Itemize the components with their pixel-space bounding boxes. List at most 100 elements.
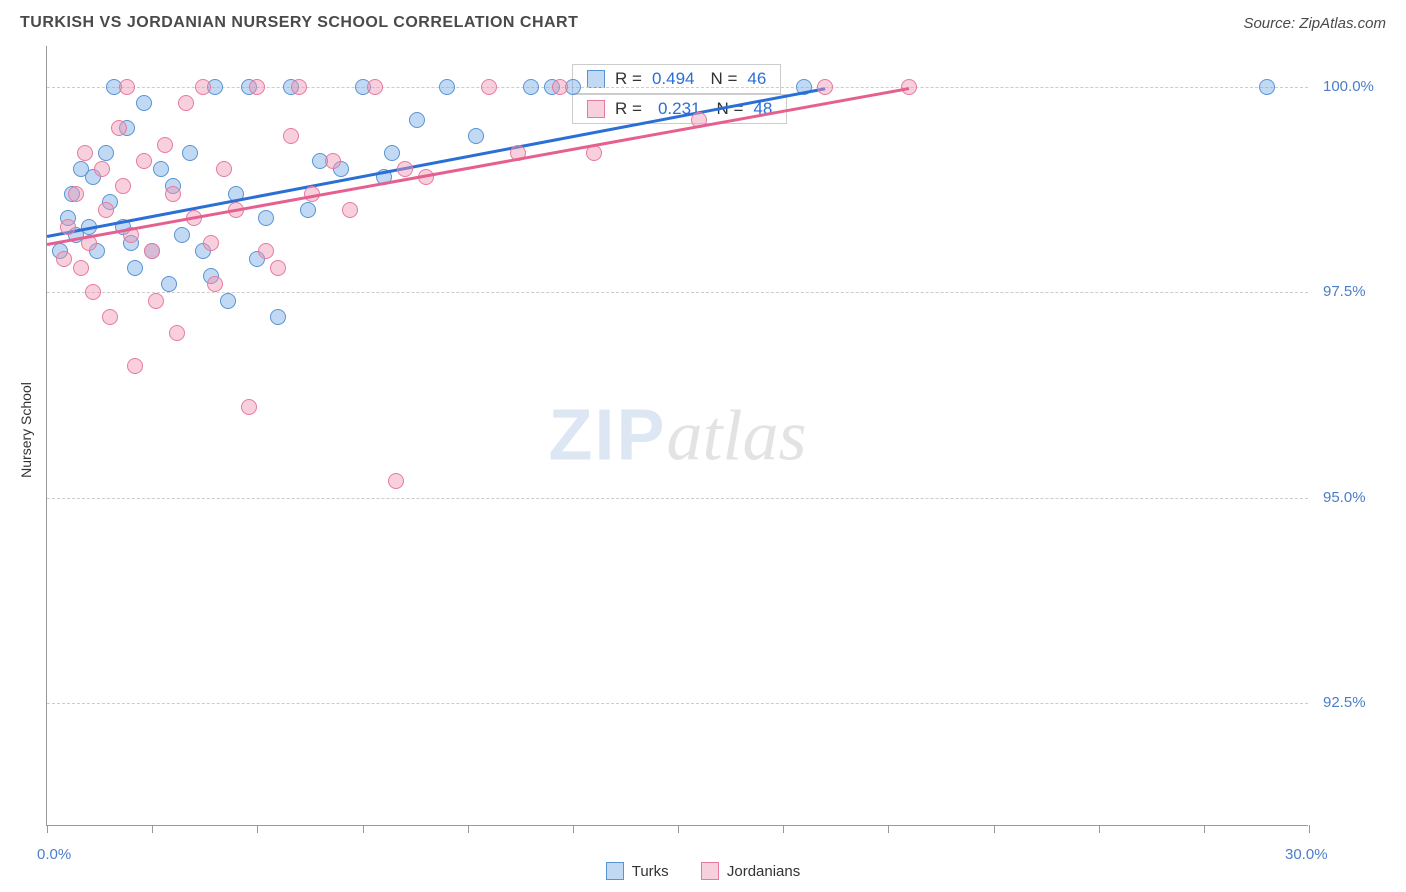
x-tick xyxy=(783,825,784,833)
x-tick xyxy=(1309,825,1310,833)
data-point xyxy=(258,243,274,259)
gridline xyxy=(47,498,1308,499)
data-point xyxy=(367,79,383,95)
data-point xyxy=(216,161,232,177)
data-point xyxy=(220,293,236,309)
x-tick xyxy=(678,825,679,833)
r-label: R = xyxy=(615,69,642,89)
data-point xyxy=(111,120,127,136)
gridline xyxy=(47,292,1308,293)
data-point xyxy=(165,186,181,202)
r-label: R = xyxy=(615,99,642,119)
data-point xyxy=(270,309,286,325)
turks-n-value: 46 xyxy=(747,69,766,89)
x-tick xyxy=(888,825,889,833)
data-point xyxy=(68,186,84,202)
data-point xyxy=(98,145,114,161)
data-point xyxy=(56,251,72,267)
data-point xyxy=(178,95,194,111)
turks-swatch-icon xyxy=(606,862,624,880)
data-point xyxy=(98,202,114,218)
data-point xyxy=(136,153,152,169)
data-point xyxy=(249,79,265,95)
watermark-atlas: atlas xyxy=(666,395,806,475)
data-point xyxy=(300,202,316,218)
x-tick xyxy=(468,825,469,833)
jordanians-legend-label: Jordanians xyxy=(727,863,800,880)
data-point xyxy=(161,276,177,292)
legend-item-jordanians: Jordanians xyxy=(701,862,800,880)
n-label: N = xyxy=(710,69,737,89)
data-point xyxy=(127,260,143,276)
x-tick xyxy=(363,825,364,833)
data-point xyxy=(552,79,568,95)
data-point xyxy=(94,161,110,177)
data-point xyxy=(384,145,400,161)
legend-item-turks: Turks xyxy=(606,862,669,880)
data-point xyxy=(119,79,135,95)
data-point xyxy=(817,79,833,95)
bottom-legend: Turks Jordanians xyxy=(0,862,1406,884)
y-axis-label: Nursery School xyxy=(18,382,34,478)
y-tick-label: 92.5% xyxy=(1323,694,1366,711)
data-point xyxy=(207,276,223,292)
x-tick-label-max: 30.0% xyxy=(1285,846,1328,863)
x-tick xyxy=(1099,825,1100,833)
trend-line xyxy=(47,87,910,245)
data-point xyxy=(195,79,211,95)
chart-title: TURKISH VS JORDANIAN NURSERY SCHOOL CORR… xyxy=(20,14,578,32)
data-point xyxy=(77,145,93,161)
data-point xyxy=(388,473,404,489)
data-point xyxy=(174,227,190,243)
data-point xyxy=(169,325,185,341)
y-tick-label: 100.0% xyxy=(1323,78,1374,95)
data-point xyxy=(136,95,152,111)
gridline xyxy=(47,87,1308,88)
gridline xyxy=(47,703,1308,704)
data-point xyxy=(270,260,286,276)
data-point xyxy=(182,145,198,161)
data-point xyxy=(291,79,307,95)
x-tick-label-min: 0.0% xyxy=(37,846,71,863)
x-tick xyxy=(257,825,258,833)
data-point xyxy=(144,243,160,259)
data-point xyxy=(409,112,425,128)
data-point xyxy=(283,128,299,144)
correlation-legend-jordanians: R = 0.231 N = 48 xyxy=(572,94,787,124)
data-point xyxy=(148,293,164,309)
data-point xyxy=(85,284,101,300)
data-point xyxy=(468,128,484,144)
data-point xyxy=(481,79,497,95)
plot-area: ZIPatlas R = 0.494 N = 46 R = 0.231 N = … xyxy=(46,46,1308,826)
data-point xyxy=(397,161,413,177)
data-point xyxy=(523,79,539,95)
data-point xyxy=(325,153,341,169)
turks-swatch-icon xyxy=(587,70,605,88)
x-tick xyxy=(47,825,48,833)
data-point xyxy=(115,178,131,194)
x-tick xyxy=(1204,825,1205,833)
y-tick-label: 95.0% xyxy=(1323,489,1366,506)
x-tick xyxy=(573,825,574,833)
correlation-legend-turks: R = 0.494 N = 46 xyxy=(572,64,781,94)
data-point xyxy=(102,309,118,325)
data-point xyxy=(73,260,89,276)
watermark-zip: ZIP xyxy=(548,395,666,475)
chart-source: Source: ZipAtlas.com xyxy=(1243,15,1386,32)
data-point xyxy=(258,210,274,226)
data-point xyxy=(203,235,219,251)
data-point xyxy=(342,202,358,218)
turks-legend-label: Turks xyxy=(632,863,669,880)
data-point xyxy=(241,399,257,415)
data-point xyxy=(127,358,143,374)
data-point xyxy=(1259,79,1275,95)
chart-header: TURKISH VS JORDANIAN NURSERY SCHOOL CORR… xyxy=(0,0,1406,38)
jordanians-swatch-icon xyxy=(587,100,605,118)
turks-r-value: 0.494 xyxy=(652,69,695,89)
data-point xyxy=(60,219,76,235)
data-point xyxy=(157,137,173,153)
jordanians-swatch-icon xyxy=(701,862,719,880)
y-tick-label: 97.5% xyxy=(1323,283,1366,300)
data-point xyxy=(439,79,455,95)
data-point xyxy=(153,161,169,177)
